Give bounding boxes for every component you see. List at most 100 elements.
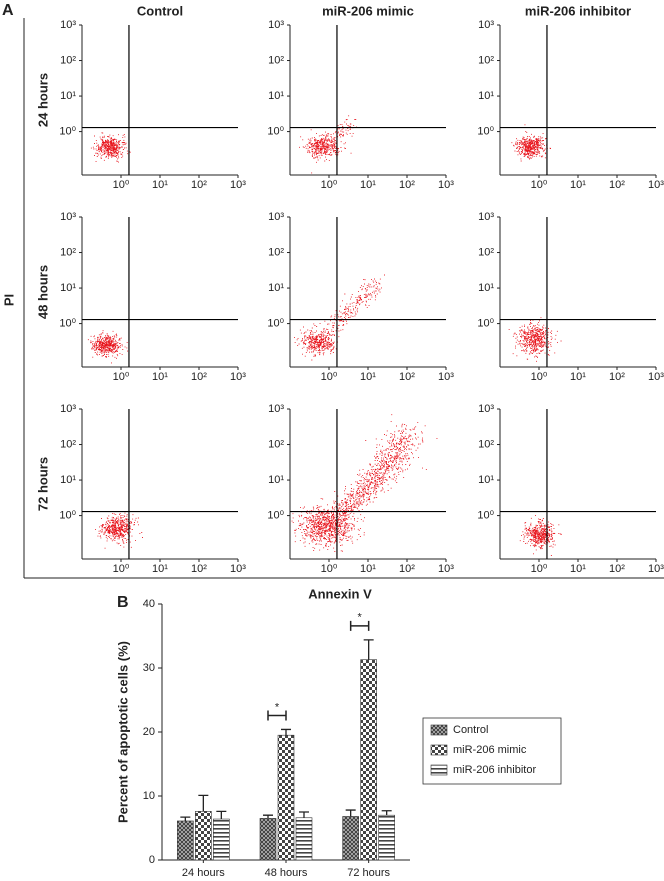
y-tick-label: 10⁰: [477, 317, 494, 329]
significance-mark: *: [275, 701, 280, 713]
cell-cloud: [87, 330, 128, 364]
bar: [213, 818, 230, 861]
x-tick-label: 10⁰: [531, 179, 548, 191]
y-tick-label: 10³: [60, 403, 76, 415]
y-tick-label: 10³: [268, 403, 284, 415]
x-tick-label: 10¹: [570, 179, 586, 191]
x-tick-label: 10³: [230, 371, 246, 383]
legend-swatch: [430, 764, 448, 776]
cell-cloud: [294, 274, 385, 361]
y-tick-label: 10¹: [268, 474, 284, 486]
y-tick-label: 10³: [268, 19, 284, 31]
y-tick-label: 10⁰: [267, 509, 284, 521]
legend-label: miR-206 inhibitor: [453, 764, 536, 776]
y-tick-label: 10⁰: [477, 509, 494, 521]
x-tick-label: 10¹: [152, 179, 168, 191]
y-tick-label: 10²: [268, 54, 284, 66]
cell-cloud: [299, 115, 357, 174]
legend-swatch: [430, 724, 448, 736]
legend-swatch: [430, 744, 448, 756]
y-tick-label: 10³: [478, 403, 494, 415]
column-title: miR-206 inhibitor: [525, 3, 631, 18]
y-tick-label: 10⁰: [267, 317, 284, 329]
error-bar: [281, 728, 291, 736]
x-tick-label: 10¹: [360, 371, 376, 383]
y-tick-label: 10¹: [60, 282, 76, 294]
error-bar: [263, 814, 273, 819]
bar: [378, 814, 395, 861]
x-tick-label: 10³: [230, 179, 246, 191]
error-bar: [363, 639, 374, 660]
x-tick-label: 10²: [399, 563, 415, 575]
x-tick-label: 10⁰: [531, 563, 548, 575]
row-title: 72 hours: [35, 457, 50, 511]
x-tick-label: 10²: [191, 563, 207, 575]
x-tick-label: 10⁰: [531, 371, 548, 383]
x-tick-label: 10¹: [570, 371, 586, 383]
cell-cloud: [95, 511, 143, 549]
y-tick-label: 10²: [478, 438, 494, 450]
x-tick-label: 10¹: [570, 563, 586, 575]
x-tick-label: 10³: [438, 563, 454, 575]
x-tick-label: 10³: [648, 179, 664, 191]
x-tick-label: 10¹: [360, 563, 376, 575]
bar: [195, 811, 212, 861]
y-tick-label: 10²: [478, 54, 494, 66]
x-tick-label: 10³: [438, 371, 454, 383]
x-tick-label: 10⁰: [113, 563, 130, 575]
bar: [360, 659, 377, 861]
error-bar: [345, 809, 356, 817]
y-tick-label: 10³: [478, 19, 494, 31]
bar: [342, 816, 359, 861]
y-tick-label: 10²: [60, 54, 76, 66]
y-tick-label: 30: [143, 662, 155, 674]
y-tick-label: 10²: [478, 246, 494, 258]
y-tick-label: 10¹: [60, 474, 76, 486]
row-title: 48 hours: [35, 265, 50, 319]
x-tick-label: 72 hours: [347, 867, 390, 879]
x-tick-label: 10²: [609, 563, 625, 575]
bar: [177, 820, 194, 861]
x-axis-title: Annexin V: [308, 586, 372, 601]
bar: [259, 818, 277, 861]
y-tick-label: 10¹: [478, 282, 494, 294]
y-tick-label: 10³: [268, 211, 284, 223]
y-tick-label: 10⁰: [477, 125, 494, 137]
bar: [277, 734, 295, 861]
y-tick-label: 10¹: [268, 282, 284, 294]
cell-cloud: [519, 514, 562, 556]
y-tick-label: 10⁰: [59, 509, 76, 521]
x-tick-label: 10³: [648, 563, 664, 575]
y-tick-label: 10: [143, 790, 155, 802]
cell-cloud: [511, 124, 551, 162]
y-tick-label: 10⁰: [59, 125, 76, 137]
cell-cloud: [90, 132, 131, 163]
y-tick-label: 10¹: [60, 90, 76, 102]
x-tick-label: 10¹: [360, 179, 376, 191]
y-axis-title: Percent of apoptotic cells (%): [115, 641, 130, 823]
error-bar: [381, 810, 392, 816]
y-tick-label: 20: [143, 726, 155, 738]
x-tick-label: 10²: [191, 179, 207, 191]
y-tick-label: 10³: [478, 211, 494, 223]
y-tick-label: 10¹: [268, 90, 284, 102]
y-tick-label: 10²: [268, 438, 284, 450]
significance-bracket: [349, 620, 370, 631]
y-tick-label: 10³: [60, 19, 76, 31]
bar: [295, 817, 313, 861]
y-tick-label: 10²: [268, 246, 284, 258]
x-tick-label: 10¹: [152, 563, 168, 575]
column-title: miR-206 mimic: [322, 3, 414, 18]
error-bar: [216, 810, 227, 820]
x-tick-label: 10¹: [152, 371, 168, 383]
y-tick-label: 10⁰: [59, 317, 76, 329]
panel-label: B: [117, 594, 129, 611]
x-tick-label: 10⁰: [113, 179, 130, 191]
legend-label: Control: [453, 724, 488, 736]
x-tick-label: 10²: [399, 179, 415, 191]
y-tick-label: 10¹: [478, 474, 494, 486]
column-title: Control: [137, 3, 183, 18]
error-bar: [299, 811, 309, 818]
